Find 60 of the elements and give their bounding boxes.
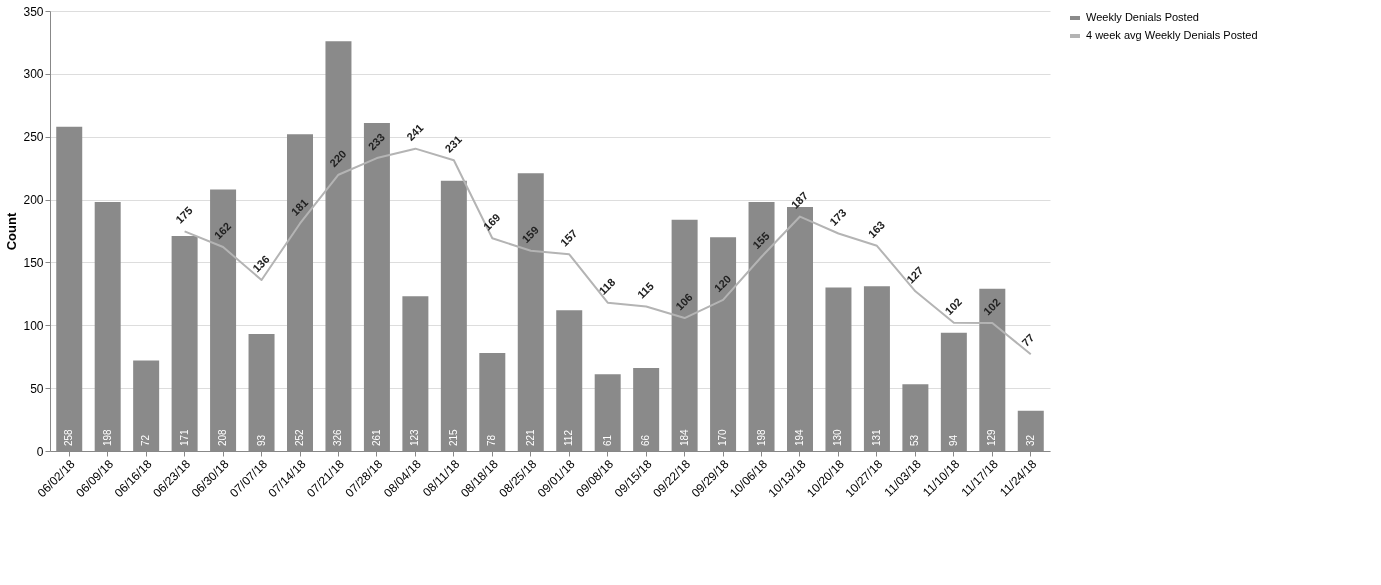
data-label: 102 <box>980 295 1003 318</box>
data-label: 136 <box>250 252 272 275</box>
data-label: 184 <box>678 428 690 446</box>
data-label: 187 <box>788 189 811 211</box>
data-label: 93 <box>255 434 267 446</box>
data-label: 326 <box>332 428 344 446</box>
y-tick-label: 350 <box>23 4 44 19</box>
data-label: 181 <box>288 196 311 218</box>
data-label: 198 <box>755 428 767 446</box>
data-label: 252 <box>294 428 305 446</box>
data-label: 173 <box>827 206 849 228</box>
data-label: 157 <box>557 227 580 249</box>
data-label: 77 <box>1019 331 1037 349</box>
data-label: 129 <box>986 428 998 446</box>
legend-label: 4 week avg Weekly Denials Posted <box>1086 29 1258 41</box>
data-label: 78 <box>486 434 498 446</box>
data-label: 175 <box>173 204 195 226</box>
data-label: 130 <box>832 428 844 446</box>
data-label: 162 <box>211 219 234 242</box>
y-tick-label: 150 <box>23 255 44 270</box>
data-label: 118 <box>596 275 618 297</box>
data-label: 231 <box>442 133 464 155</box>
y-tick-label: 0 <box>36 444 44 459</box>
data-label: 102 <box>942 295 964 318</box>
data-label: 53 <box>909 434 921 446</box>
data-label: 61 <box>601 434 613 446</box>
data-label: 233 <box>365 130 388 153</box>
data-label: 94 <box>947 434 959 446</box>
y-tick-label: 50 <box>30 381 44 396</box>
data-label: 170 <box>717 428 729 446</box>
data-label: 208 <box>217 428 229 446</box>
y-axis-title: Count <box>4 212 20 251</box>
data-label: 163 <box>865 218 888 241</box>
data-label: 198 <box>101 428 113 446</box>
data-label: 215 <box>447 428 459 446</box>
data-label: 155 <box>750 229 772 252</box>
y-tick-label: 200 <box>23 193 44 208</box>
data-label: 220 <box>327 147 349 170</box>
data-label: 112 <box>563 429 575 446</box>
data-label: 123 <box>409 428 421 446</box>
data-label: 72 <box>140 434 152 446</box>
data-label: 106 <box>673 290 695 313</box>
y-tick-label: 100 <box>23 318 44 333</box>
data-label: 241 <box>404 121 426 143</box>
y-tick-label: 300 <box>23 67 44 82</box>
data-label: 32 <box>1024 434 1036 446</box>
data-label: 131 <box>870 428 882 446</box>
data-label: 171 <box>178 428 190 446</box>
legend-label: Weekly Denials Posted <box>1086 11 1199 23</box>
data-label: 194 <box>794 428 805 446</box>
y-tick-label: 250 <box>23 130 44 145</box>
data-label: 261 <box>370 428 382 446</box>
data-label: 66 <box>640 434 652 446</box>
data-label: 159 <box>519 223 541 246</box>
data-label: 115 <box>634 279 656 301</box>
data-label: 221 <box>524 428 536 446</box>
data-label: 258 <box>63 428 75 446</box>
data-label: 120 <box>711 272 734 295</box>
data-label: 169 <box>480 211 503 233</box>
data-label: 127 <box>904 264 926 286</box>
